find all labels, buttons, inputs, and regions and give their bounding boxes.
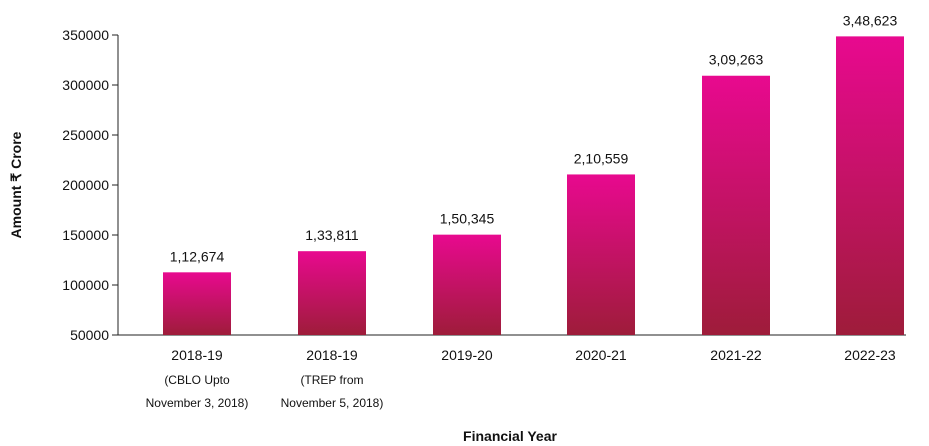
y-tick-label: 250000: [62, 127, 109, 143]
bars: [163, 36, 904, 335]
bar: [163, 272, 231, 335]
data-label: 1,50,345: [440, 211, 495, 227]
y-tick-label: 300000: [62, 77, 109, 93]
x-tick-label: 2022-23: [844, 347, 896, 363]
data-label: 3,48,623: [843, 12, 898, 28]
x-tick-label: 2018-19: [171, 347, 223, 363]
x-tick-sublabel: November 3, 2018): [146, 396, 249, 410]
bar: [567, 174, 635, 335]
data-labels: 1,12,674 1,33,811 1,50,345 2,10,559 3,09,263…: [170, 12, 898, 264]
y-tick-label: 150000: [62, 227, 109, 243]
x-axis: 2018-19 (CBLO Upto November 3, 2018) 2018-1…: [118, 334, 906, 410]
x-tick-label: 2020-21: [575, 347, 627, 363]
y-tick-label: 350000: [62, 27, 109, 43]
y-axis-title: Amount ₹ Crore: [8, 131, 24, 238]
data-label: 1,33,811: [305, 227, 359, 243]
y-tick-label: 50000: [70, 327, 109, 343]
y-tick-label: 200000: [62, 177, 109, 193]
x-tick-sublabel: (TREP from: [300, 373, 363, 387]
x-tick-label: 2018-19: [306, 347, 358, 363]
data-label: 1,12,674: [170, 248, 225, 264]
data-label: 2,10,559: [574, 150, 629, 166]
x-tick-sublabel: November 5, 2018): [281, 396, 384, 410]
x-tick-label: 2019-20: [441, 347, 493, 363]
data-label: 3,09,263: [709, 52, 764, 68]
x-tick-sublabel: (CBLO Upto: [164, 373, 230, 387]
x-tick-label: 2021-22: [710, 347, 762, 363]
bar: [702, 75, 770, 335]
y-axis: 50000 100000 150000 200000 250000 300000 35000…: [62, 27, 119, 343]
bar: [836, 36, 904, 335]
x-axis-title: Financial Year: [463, 428, 557, 444]
bar: [298, 251, 366, 335]
y-tick-label: 100000: [62, 277, 109, 293]
bar: [433, 234, 501, 335]
